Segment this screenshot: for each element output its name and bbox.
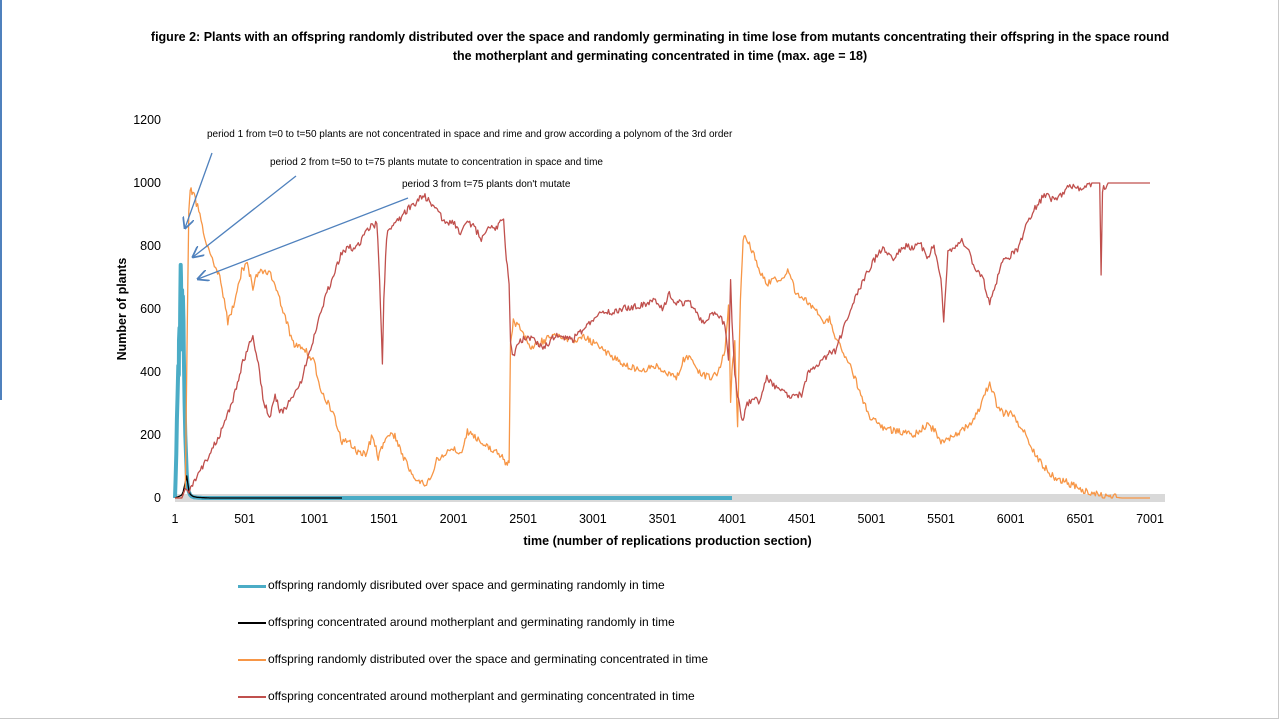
legend-swatch	[238, 696, 266, 698]
legend-label: offspring concentrated around motherplan…	[268, 615, 675, 629]
legend-item: offspring randomly distributed over the …	[238, 652, 708, 689]
legend-item: offspring randomly disributed over space…	[238, 578, 708, 615]
legend-item: offspring concentrated around motherplan…	[238, 689, 708, 726]
x-tick-label: 5501	[927, 512, 955, 526]
y-tick-label: 800	[140, 239, 161, 253]
x-axis-label: time (number of replications production …	[523, 534, 811, 548]
y-tick-label: 400	[140, 365, 161, 379]
y-tick-label: 1200	[133, 113, 161, 127]
x-tick-label: 2001	[440, 512, 468, 526]
x-tick-label: 6501	[1066, 512, 1094, 526]
x-tick-label: 3001	[579, 512, 607, 526]
legend-swatch	[238, 585, 266, 588]
annotation-arrow-1	[185, 152, 213, 228]
x-tick-label: 4501	[788, 512, 816, 526]
legend-label: offspring concentrated around motherplan…	[268, 689, 695, 703]
x-tick-label: 1001	[300, 512, 328, 526]
annotation-arrow-2	[193, 175, 297, 257]
legend-swatch	[238, 622, 266, 624]
x-tick-label: 1	[172, 512, 179, 526]
legend-label: offspring randomly disributed over space…	[268, 578, 665, 592]
x-tick-label: 2501	[509, 512, 537, 526]
y-tick-label: 1000	[133, 176, 161, 190]
y-axis-label: Number of plants	[115, 258, 129, 361]
chart-title: figure 2: Plants with an offspring rando…	[150, 30, 1170, 63]
y-tick-label: 600	[140, 302, 161, 316]
legend-label: offspring randomly distributed over the …	[268, 652, 709, 666]
series-line-4	[175, 182, 1150, 499]
annotation-arrow-3	[198, 197, 409, 279]
legend-item: offspring concentrated around motherplan…	[238, 615, 708, 652]
x-tick-label: 4001	[718, 512, 746, 526]
legend-swatch	[238, 659, 266, 661]
x-tick-label: 5001	[858, 512, 886, 526]
x-tick-label: 3501	[649, 512, 677, 526]
series-line-2	[174, 475, 342, 499]
x-tick-label: 7001	[1136, 512, 1164, 526]
chart-legend: offspring randomly disributed over space…	[238, 578, 708, 726]
y-tick-label: 0	[154, 491, 161, 505]
x-tick-label: 6001	[997, 512, 1025, 526]
annotation-2: period 2 from t=50 to t=75 plants mutate…	[270, 157, 603, 168]
annotation-1: period 1 from t=0 to t=50 plants are not…	[207, 129, 733, 140]
y-tick-label: 200	[140, 428, 161, 442]
series-line-3	[175, 187, 1150, 499]
x-tick-label: 1501	[370, 512, 398, 526]
series-line-1	[173, 262, 733, 500]
slide-left-rule	[0, 0, 2, 400]
x-tick-label: 501	[234, 512, 255, 526]
annotation-3: period 3 from t=75 plants don't mutate	[402, 179, 571, 190]
